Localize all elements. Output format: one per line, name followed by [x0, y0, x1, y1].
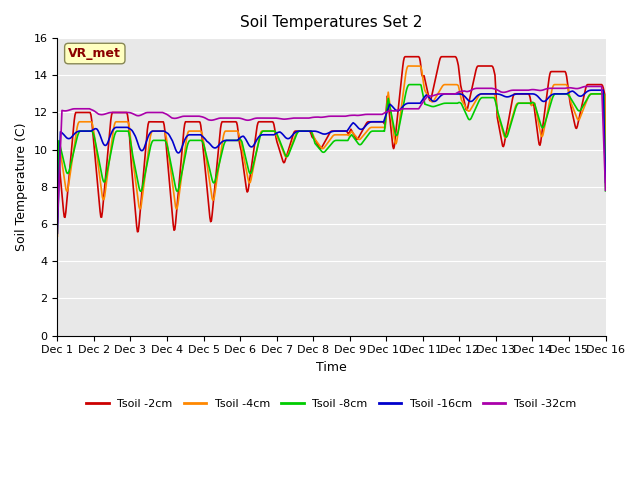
Title: Soil Temperatures Set 2: Soil Temperatures Set 2 [240, 15, 422, 30]
Legend: Tsoil -2cm, Tsoil -4cm, Tsoil -8cm, Tsoil -16cm, Tsoil -32cm: Tsoil -2cm, Tsoil -4cm, Tsoil -8cm, Tsoi… [82, 395, 581, 414]
Y-axis label: Soil Temperature (C): Soil Temperature (C) [15, 122, 28, 251]
X-axis label: Time: Time [316, 361, 347, 374]
Text: VR_met: VR_met [68, 47, 121, 60]
